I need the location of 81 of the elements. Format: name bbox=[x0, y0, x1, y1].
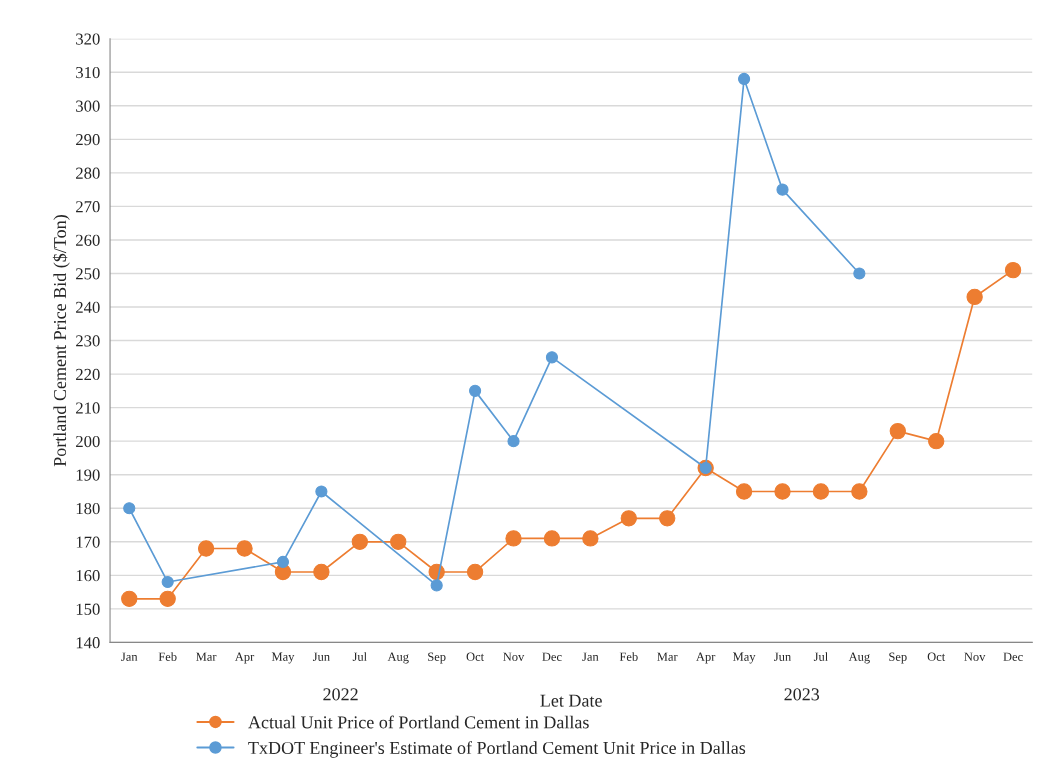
x-tick-label: Feb bbox=[158, 652, 177, 661]
x-tick-label: Feb bbox=[619, 652, 638, 661]
x-tick-label: Oct bbox=[466, 652, 485, 661]
point bbox=[315, 485, 328, 498]
point bbox=[276, 555, 290, 568]
x-tick-label: Mar bbox=[196, 652, 217, 661]
x-tick-label: Jul bbox=[352, 652, 367, 661]
x-tick-label: Sep bbox=[428, 652, 446, 664]
point bbox=[735, 483, 753, 500]
point bbox=[889, 422, 906, 440]
legend-label: Actual Unit Price of Portland Cement in Dallas bbox=[248, 715, 589, 729]
x-tick-label: Dec bbox=[1003, 652, 1023, 661]
x-tick-label: Sep bbox=[889, 652, 907, 664]
point bbox=[161, 575, 174, 589]
point bbox=[430, 579, 443, 592]
point bbox=[776, 183, 789, 196]
point bbox=[582, 530, 599, 547]
y-tick-label: 290 bbox=[76, 134, 100, 146]
x-tick-label: Nov bbox=[503, 652, 525, 661]
y-tick-label: 150 bbox=[76, 603, 100, 615]
point bbox=[1004, 261, 1022, 279]
y-axis-title: Portland Cement Price Bid ($/Ton) bbox=[52, 215, 70, 467]
y-tick-label: 230 bbox=[76, 335, 100, 347]
point bbox=[505, 530, 522, 547]
y-tick-label: 160 bbox=[76, 570, 100, 582]
point bbox=[351, 533, 368, 550]
point bbox=[466, 563, 484, 581]
point bbox=[236, 540, 253, 557]
x-tick-label: Oct bbox=[927, 652, 946, 661]
x-tick-label: Aug bbox=[848, 652, 870, 664]
y-tick-label: 200 bbox=[76, 435, 100, 448]
x-tick-label: Jan bbox=[121, 652, 138, 661]
y-tick-label: 140 bbox=[76, 637, 100, 649]
point bbox=[966, 288, 983, 306]
y-tick-label: 210 bbox=[76, 402, 100, 414]
y-tick-label: 190 bbox=[76, 469, 100, 481]
point bbox=[545, 351, 559, 364]
text: 2022 bbox=[323, 688, 358, 701]
x-tick-label: Nov bbox=[964, 652, 986, 661]
point bbox=[738, 72, 751, 86]
y-tick-label: 300 bbox=[76, 100, 100, 112]
point bbox=[543, 530, 561, 547]
point bbox=[197, 540, 215, 557]
point bbox=[620, 510, 637, 527]
x-tick-label: Mar bbox=[657, 652, 678, 661]
point bbox=[390, 533, 407, 550]
point bbox=[123, 502, 136, 515]
x-tick-label: Apr bbox=[696, 652, 716, 664]
y-tick-label: 280 bbox=[76, 167, 100, 179]
point bbox=[469, 384, 482, 397]
x-axis-title: Let Date bbox=[540, 694, 602, 707]
text: 2023 bbox=[784, 688, 820, 701]
x-tick-label: May bbox=[271, 652, 295, 664]
y-tick-label: 260 bbox=[76, 234, 100, 246]
x-tick-label: Jan bbox=[582, 652, 599, 661]
x-tick-label: Jul bbox=[813, 652, 828, 661]
point bbox=[812, 483, 830, 500]
point bbox=[159, 590, 176, 607]
point bbox=[507, 435, 520, 448]
x-tick-label: Jun bbox=[774, 652, 791, 661]
x-tick-label: Dec bbox=[542, 652, 562, 661]
y-tick-label: 180 bbox=[76, 502, 100, 515]
y-tick-label: 310 bbox=[76, 66, 100, 79]
point bbox=[928, 433, 945, 450]
y-tick-label: 220 bbox=[76, 368, 100, 381]
point bbox=[774, 483, 791, 500]
y-tick-label: 250 bbox=[76, 268, 100, 280]
point bbox=[121, 590, 138, 607]
point bbox=[851, 483, 868, 500]
x-tick-label: Apr bbox=[234, 652, 255, 664]
point bbox=[853, 267, 866, 280]
y-tick-label: 240 bbox=[76, 301, 100, 313]
x-tick-label: Aug bbox=[387, 652, 409, 664]
point bbox=[313, 563, 330, 581]
point bbox=[659, 510, 676, 527]
legend-label: TxDOT Engineer's Estimate of Portland Cement Unit Price in Dallas bbox=[248, 741, 746, 758]
y-tick-label: 320 bbox=[76, 33, 100, 45]
x-tick-label: May bbox=[732, 652, 756, 664]
y-tick-label: 170 bbox=[76, 536, 100, 548]
y-tick-label: 270 bbox=[76, 201, 100, 213]
x-tick-label: Jun bbox=[312, 652, 330, 661]
